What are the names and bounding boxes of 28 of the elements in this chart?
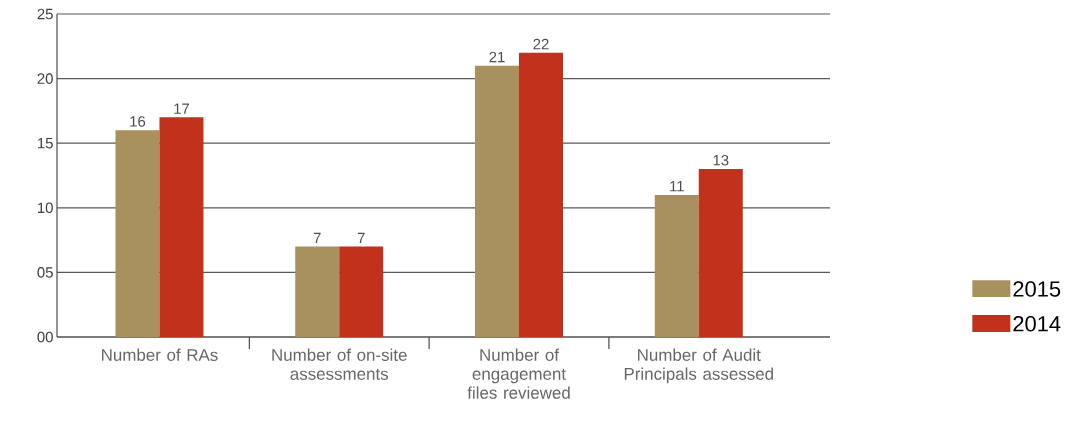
y-tick-label: 25 [37,8,53,20]
data-label: 11 [670,181,684,192]
x-tick-label: Number of engagement files reviewed [467,348,570,399]
bar [654,194,699,337]
data-label: 7 [357,232,365,244]
x-tick-label: Number of RAs [102,348,218,361]
data-label: 22 [533,38,549,50]
data-label: 13 [713,154,729,166]
y-tick-label: 10 [38,202,53,214]
legend-label: 2015 [1013,281,1061,297]
data-label: 21 [489,51,505,63]
bar [698,169,743,337]
y-tick-label: 15 [38,137,53,149]
y-tick-label: 00 [37,331,53,343]
y-tick-label: 20 [37,73,53,84]
x-tick-label: Number of on-site assessments [272,348,407,380]
bar [115,130,160,337]
data-label: 17 [174,103,190,114]
bar [339,246,384,337]
bar [159,117,204,337]
data-label: 16 [130,116,146,127]
legend-label: 2014 [1013,316,1061,332]
bar [295,246,340,337]
bar [519,52,564,337]
x-tick-label: Number of Audit Principals assessed [624,348,773,384]
y-tick-label: 05 [37,267,53,278]
bar [475,65,520,337]
data-label: 7 [313,232,321,244]
